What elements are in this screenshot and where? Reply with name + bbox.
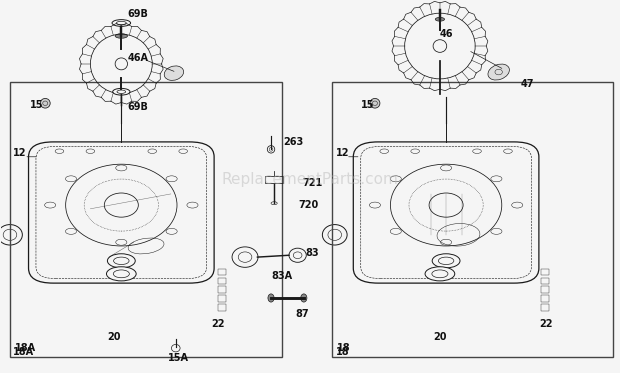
Ellipse shape [112, 20, 131, 26]
Ellipse shape [370, 98, 380, 108]
Text: 22: 22 [539, 319, 552, 329]
Ellipse shape [116, 239, 127, 245]
Ellipse shape [472, 149, 481, 153]
Bar [541, 278, 549, 284]
Ellipse shape [301, 294, 307, 302]
Ellipse shape [503, 149, 512, 153]
Bar [541, 304, 549, 311]
Ellipse shape [116, 165, 127, 171]
Text: 720: 720 [298, 200, 319, 210]
Ellipse shape [322, 225, 347, 245]
Text: 20: 20 [108, 332, 122, 342]
Text: 69B: 69B [128, 9, 148, 19]
Ellipse shape [432, 254, 460, 268]
Ellipse shape [232, 247, 258, 267]
Bar [218, 286, 226, 293]
Text: 47: 47 [520, 79, 534, 89]
Text: 15: 15 [30, 100, 44, 110]
Ellipse shape [441, 239, 451, 245]
Text: 69B: 69B [128, 101, 148, 112]
Ellipse shape [425, 267, 454, 281]
Ellipse shape [370, 202, 381, 208]
Ellipse shape [187, 202, 198, 208]
Ellipse shape [512, 202, 523, 208]
Bar [541, 269, 549, 275]
Text: 18: 18 [336, 347, 350, 357]
Text: 15: 15 [361, 100, 374, 110]
Text: 83: 83 [305, 248, 319, 258]
Bar [541, 295, 549, 302]
Ellipse shape [491, 176, 502, 182]
Ellipse shape [148, 149, 157, 153]
Ellipse shape [45, 202, 56, 208]
Bar [218, 278, 226, 284]
Ellipse shape [179, 149, 187, 153]
Text: 87: 87 [295, 308, 309, 319]
Text: 12: 12 [336, 148, 350, 158]
Ellipse shape [390, 228, 401, 234]
Text: 721: 721 [302, 178, 322, 188]
Text: ReplacementParts.com: ReplacementParts.com [221, 172, 399, 186]
Bar [541, 286, 549, 293]
Bar [218, 269, 226, 275]
Text: 46A: 46A [128, 53, 149, 63]
Bar [218, 295, 226, 302]
Text: 83A: 83A [271, 272, 292, 282]
Ellipse shape [86, 149, 95, 153]
Text: 263: 263 [283, 137, 304, 147]
Ellipse shape [66, 176, 77, 182]
Ellipse shape [66, 228, 77, 234]
Ellipse shape [166, 176, 177, 182]
Text: 46: 46 [440, 29, 453, 39]
Text: 15A: 15A [168, 353, 188, 363]
Ellipse shape [55, 149, 64, 153]
Text: 22: 22 [211, 319, 224, 329]
Bar [218, 304, 226, 311]
Ellipse shape [166, 228, 177, 234]
Text: 12: 12 [13, 148, 27, 158]
Ellipse shape [441, 165, 451, 171]
Ellipse shape [488, 64, 510, 80]
Bar [265, 176, 283, 183]
Text: 18A: 18A [15, 343, 36, 353]
Ellipse shape [390, 176, 401, 182]
Ellipse shape [115, 34, 128, 38]
Ellipse shape [164, 66, 184, 81]
Ellipse shape [380, 149, 389, 153]
Ellipse shape [491, 228, 502, 234]
Text: 18: 18 [337, 343, 350, 353]
Text: 20: 20 [434, 332, 447, 342]
Ellipse shape [107, 254, 135, 268]
Ellipse shape [268, 294, 274, 302]
Ellipse shape [40, 98, 50, 108]
Ellipse shape [107, 267, 136, 281]
Ellipse shape [411, 149, 420, 153]
Ellipse shape [435, 18, 445, 21]
Ellipse shape [113, 88, 130, 95]
Ellipse shape [0, 225, 22, 245]
Text: 18A: 18A [13, 347, 34, 357]
Ellipse shape [289, 248, 306, 262]
